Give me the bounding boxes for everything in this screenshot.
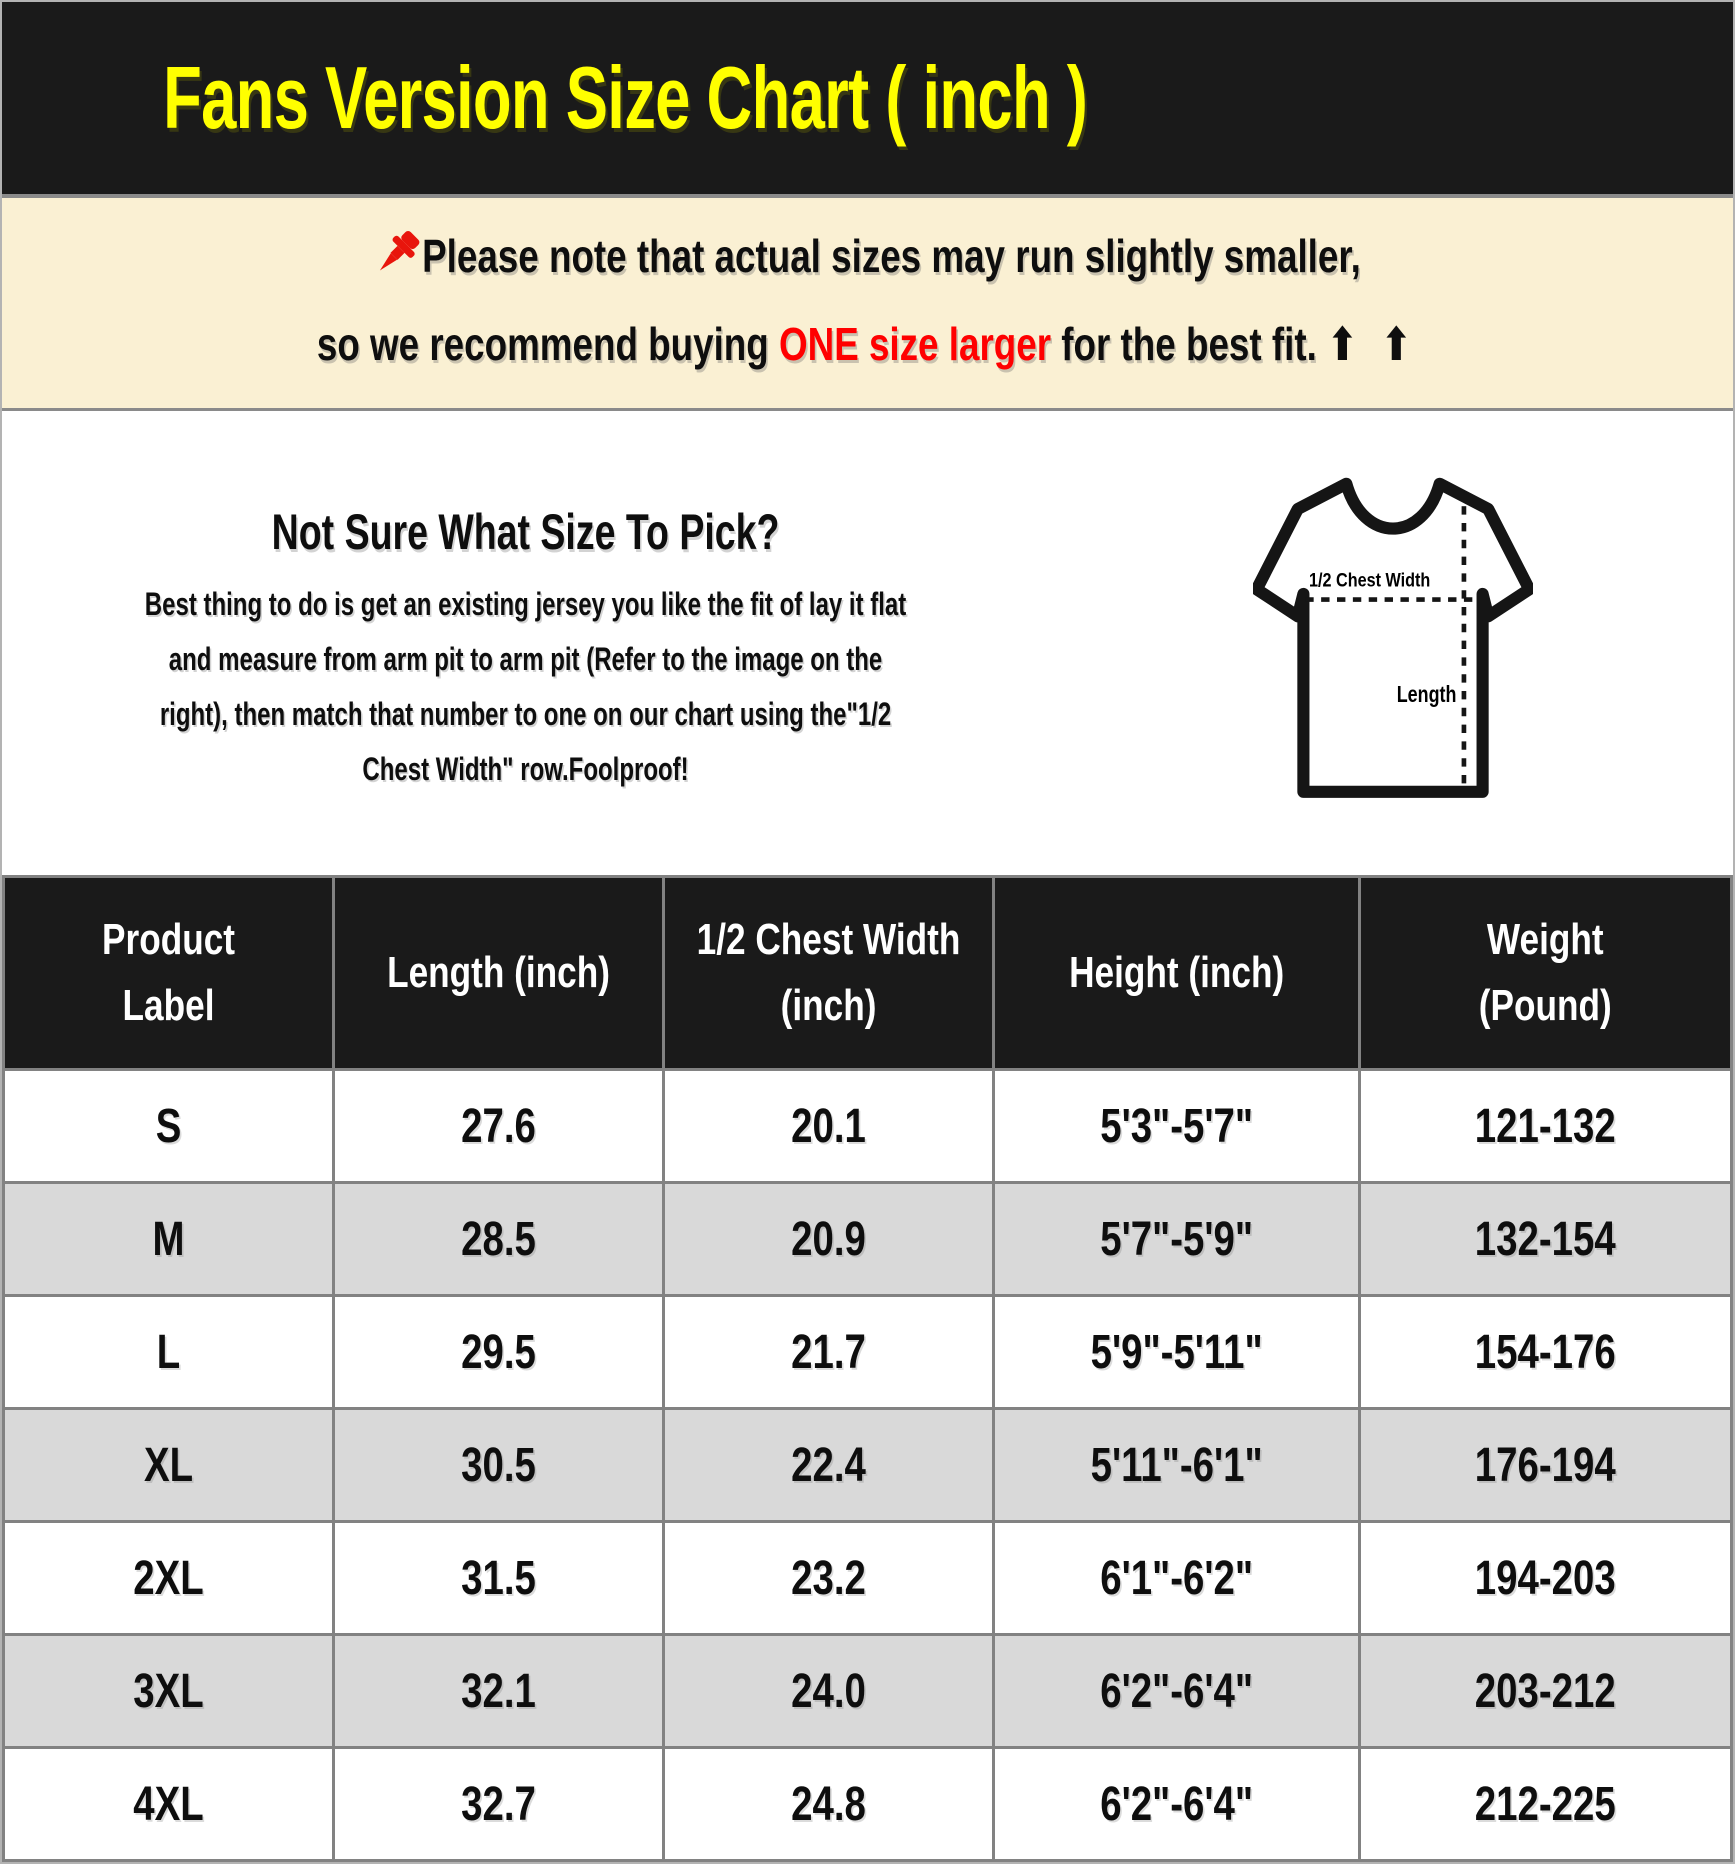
col-header-height: Height (inch)	[992, 875, 1362, 1071]
size-cell: 212-225	[1358, 1746, 1733, 1862]
size-cell: 5'3"-5'7"	[992, 1068, 1362, 1184]
size-cell: M	[2, 1181, 336, 1297]
size-cell: 30.5	[332, 1407, 666, 1523]
size-guide-heading: Not Sure What Size To Pick?	[271, 504, 780, 560]
size-cell: 132-154	[1358, 1181, 1733, 1297]
note-line-1: Please note that actual sizes may run sl…	[2, 212, 1733, 300]
size-cell: 3XL	[2, 1633, 336, 1749]
size-cell: 5'9"-5'11"	[992, 1294, 1362, 1410]
note-banner: Please note that actual sizes may run sl…	[2, 198, 1733, 411]
size-cell: 176-194	[1358, 1407, 1733, 1523]
size-cell: 2XL	[2, 1520, 336, 1636]
size-row-4xl: 4XL 32.7 24.8 6'2"-6'4" 212-225	[2, 1746, 1733, 1862]
size-cell: 32.7	[332, 1746, 666, 1862]
size-cell: 6'2"-6'4"	[992, 1633, 1362, 1749]
pushpin-icon	[379, 230, 420, 271]
title-bar: Fans Version Size Chart ( inch )	[2, 2, 1733, 198]
col-header-weight: Weight (Pound)	[1358, 875, 1733, 1071]
size-cell: 5'7"-5'9"	[992, 1181, 1362, 1297]
size-row-3xl: 3XL 32.1 24.0 6'2"-6'4" 203-212	[2, 1633, 1733, 1749]
size-cell: 23.2	[662, 1520, 996, 1636]
size-row-2xl: 2XL 31.5 23.2 6'1"-6'2" 194-203	[2, 1520, 1733, 1636]
up-arrows: ⬆ ⬆	[1327, 318, 1419, 371]
size-row-xl: XL 30.5 22.4 5'11"-6'1" 176-194	[2, 1407, 1733, 1523]
header-row: Product Label Length (inch) 1/2 Chest Wi…	[2, 875, 1733, 1071]
tshirt-icon: 1/2 Chest Width Length	[1250, 477, 1536, 798]
size-cell: 32.1	[332, 1633, 666, 1749]
size-cell: 4XL	[2, 1746, 336, 1862]
chest-width-label: 1/2 Chest Width	[1309, 569, 1430, 591]
size-cell: 194-203	[1358, 1520, 1733, 1636]
size-cell: 121-132	[1358, 1068, 1733, 1184]
size-cell: 5'11"-6'1"	[992, 1407, 1362, 1523]
note-line-2: so we recommend buying ONE size larger f…	[316, 318, 1419, 371]
size-cell: 24.8	[662, 1746, 996, 1862]
page-title: Fans Version Size Chart ( inch )	[163, 48, 1088, 147]
size-cell: XL	[2, 1407, 336, 1523]
size-cell: 20.9	[662, 1181, 996, 1297]
size-cell: L	[2, 1294, 336, 1410]
size-cell: 27.6	[332, 1068, 666, 1184]
col-header-chest-width: 1/2 Chest Width (inch)	[662, 875, 996, 1071]
size-cell: 24.0	[662, 1633, 996, 1749]
tshirt-diagram: 1/2 Chest Width Length	[1250, 411, 1733, 875]
size-cell: 21.7	[662, 1294, 996, 1410]
size-cell: 203-212	[1358, 1633, 1733, 1749]
size-row-l: L 29.5 21.7 5'9"-5'11" 154-176	[2, 1294, 1733, 1410]
size-cell: 22.4	[662, 1407, 996, 1523]
length-label: Length	[1397, 681, 1457, 707]
size-cell: 6'2"-6'4"	[992, 1746, 1362, 1862]
size-table: Product Label Length (inch) 1/2 Chest Wi…	[2, 875, 1733, 1862]
col-header-product-label: Product Label	[2, 875, 336, 1071]
highlight-one-size-larger: ONE size larger	[779, 318, 1052, 371]
size-guide-body: Best thing to do is get an existing jers…	[144, 586, 907, 788]
col-header-length: Length (inch)	[332, 875, 666, 1071]
size-row-m: M 28.5 20.9 5'7"-5'9" 132-154	[2, 1181, 1733, 1297]
size-cell: 28.5	[332, 1181, 666, 1297]
size-cell: 31.5	[332, 1520, 666, 1636]
size-cell: 6'1"-6'2"	[992, 1520, 1362, 1636]
size-cell: 20.1	[662, 1068, 996, 1184]
size-cell: 29.5	[332, 1294, 666, 1410]
size-guide-text: Not Sure What Size To Pick? Best thing t…	[2, 411, 1037, 875]
size-cell: 154-176	[1358, 1294, 1733, 1410]
size-guide-section: Not Sure What Size To Pick? Best thing t…	[2, 411, 1733, 875]
size-cell: S	[2, 1068, 336, 1184]
size-row-s: S 27.6 20.1 5'3"-5'7" 121-132	[2, 1068, 1733, 1184]
